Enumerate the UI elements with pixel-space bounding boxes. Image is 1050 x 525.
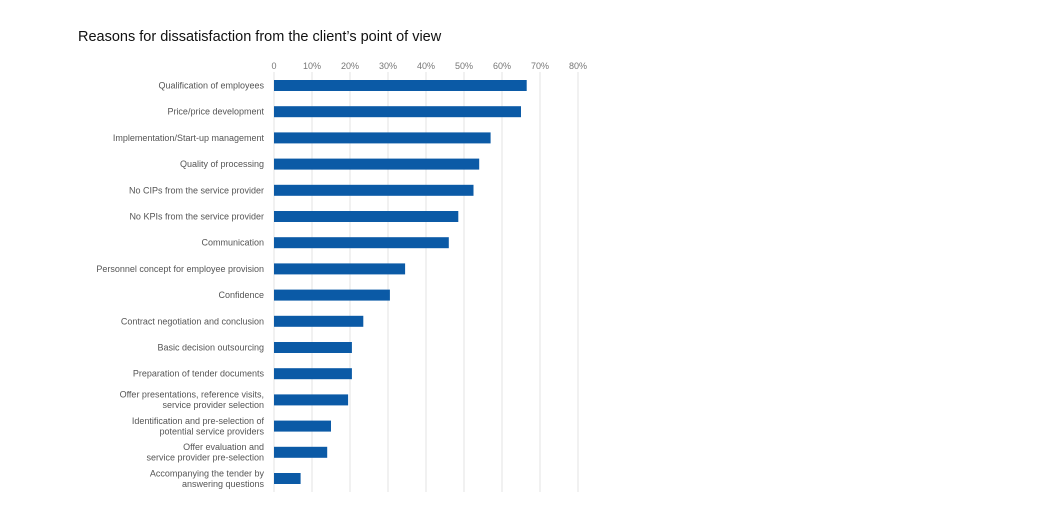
- bar: [274, 473, 301, 484]
- x-tick-label: 10%: [303, 61, 321, 71]
- category-label: service provider pre-selection: [146, 453, 264, 463]
- bar: [274, 158, 480, 170]
- category-label: Offer presentations, reference visits,: [120, 390, 264, 400]
- category-label: Personnel concept for employee provision: [96, 264, 264, 274]
- x-tick-label: 40%: [417, 61, 435, 71]
- category-label: potential service providers: [159, 426, 264, 436]
- bar: [274, 80, 527, 91]
- category-label: service provider selection: [162, 400, 264, 410]
- x-tick-label: 50%: [455, 61, 473, 71]
- bar: [274, 342, 352, 353]
- x-tick-label: 20%: [341, 61, 359, 71]
- bar: [274, 211, 459, 222]
- category-label: Communication: [201, 238, 264, 248]
- category-label: Offer evaluation and: [183, 442, 264, 452]
- bar: [274, 420, 331, 432]
- category-label: No CIPs from the service provider: [129, 185, 264, 195]
- category-label: Qualification of employees: [158, 81, 264, 91]
- category-label: Implementation/Start-up management: [113, 133, 265, 143]
- bar: [274, 446, 328, 458]
- category-label: Identification and pre-selection of: [132, 416, 265, 426]
- category-label: No KPIs from the service provider: [129, 212, 264, 222]
- x-tick-label: 70%: [531, 61, 549, 71]
- bar: [274, 132, 491, 144]
- x-tick-label: 0: [271, 61, 276, 71]
- bar: [274, 106, 521, 118]
- category-label: Confidence: [218, 290, 264, 300]
- category-label: Preparation of tender documents: [133, 369, 265, 379]
- bar: [274, 289, 390, 301]
- chart-title: Reasons for dissatisfaction from the cli…: [78, 29, 442, 45]
- category-label: Accompanying the tender by: [150, 468, 265, 478]
- category-label: answering questions: [182, 479, 265, 489]
- x-tick-label: 60%: [493, 61, 511, 71]
- bar: [274, 394, 349, 406]
- category-label: Price/price development: [167, 107, 264, 117]
- x-tick-label: 80%: [569, 61, 587, 71]
- bar: [274, 368, 352, 380]
- x-tick-label: 30%: [379, 61, 397, 71]
- category-label: Quality of processing: [180, 159, 264, 169]
- bar: [274, 315, 364, 327]
- bar: [274, 184, 474, 196]
- bar: [274, 237, 449, 249]
- bar: [274, 263, 406, 275]
- category-label: Contract negotiation and conclusion: [121, 316, 264, 326]
- category-label: Basic decision outsourcing: [157, 343, 264, 353]
